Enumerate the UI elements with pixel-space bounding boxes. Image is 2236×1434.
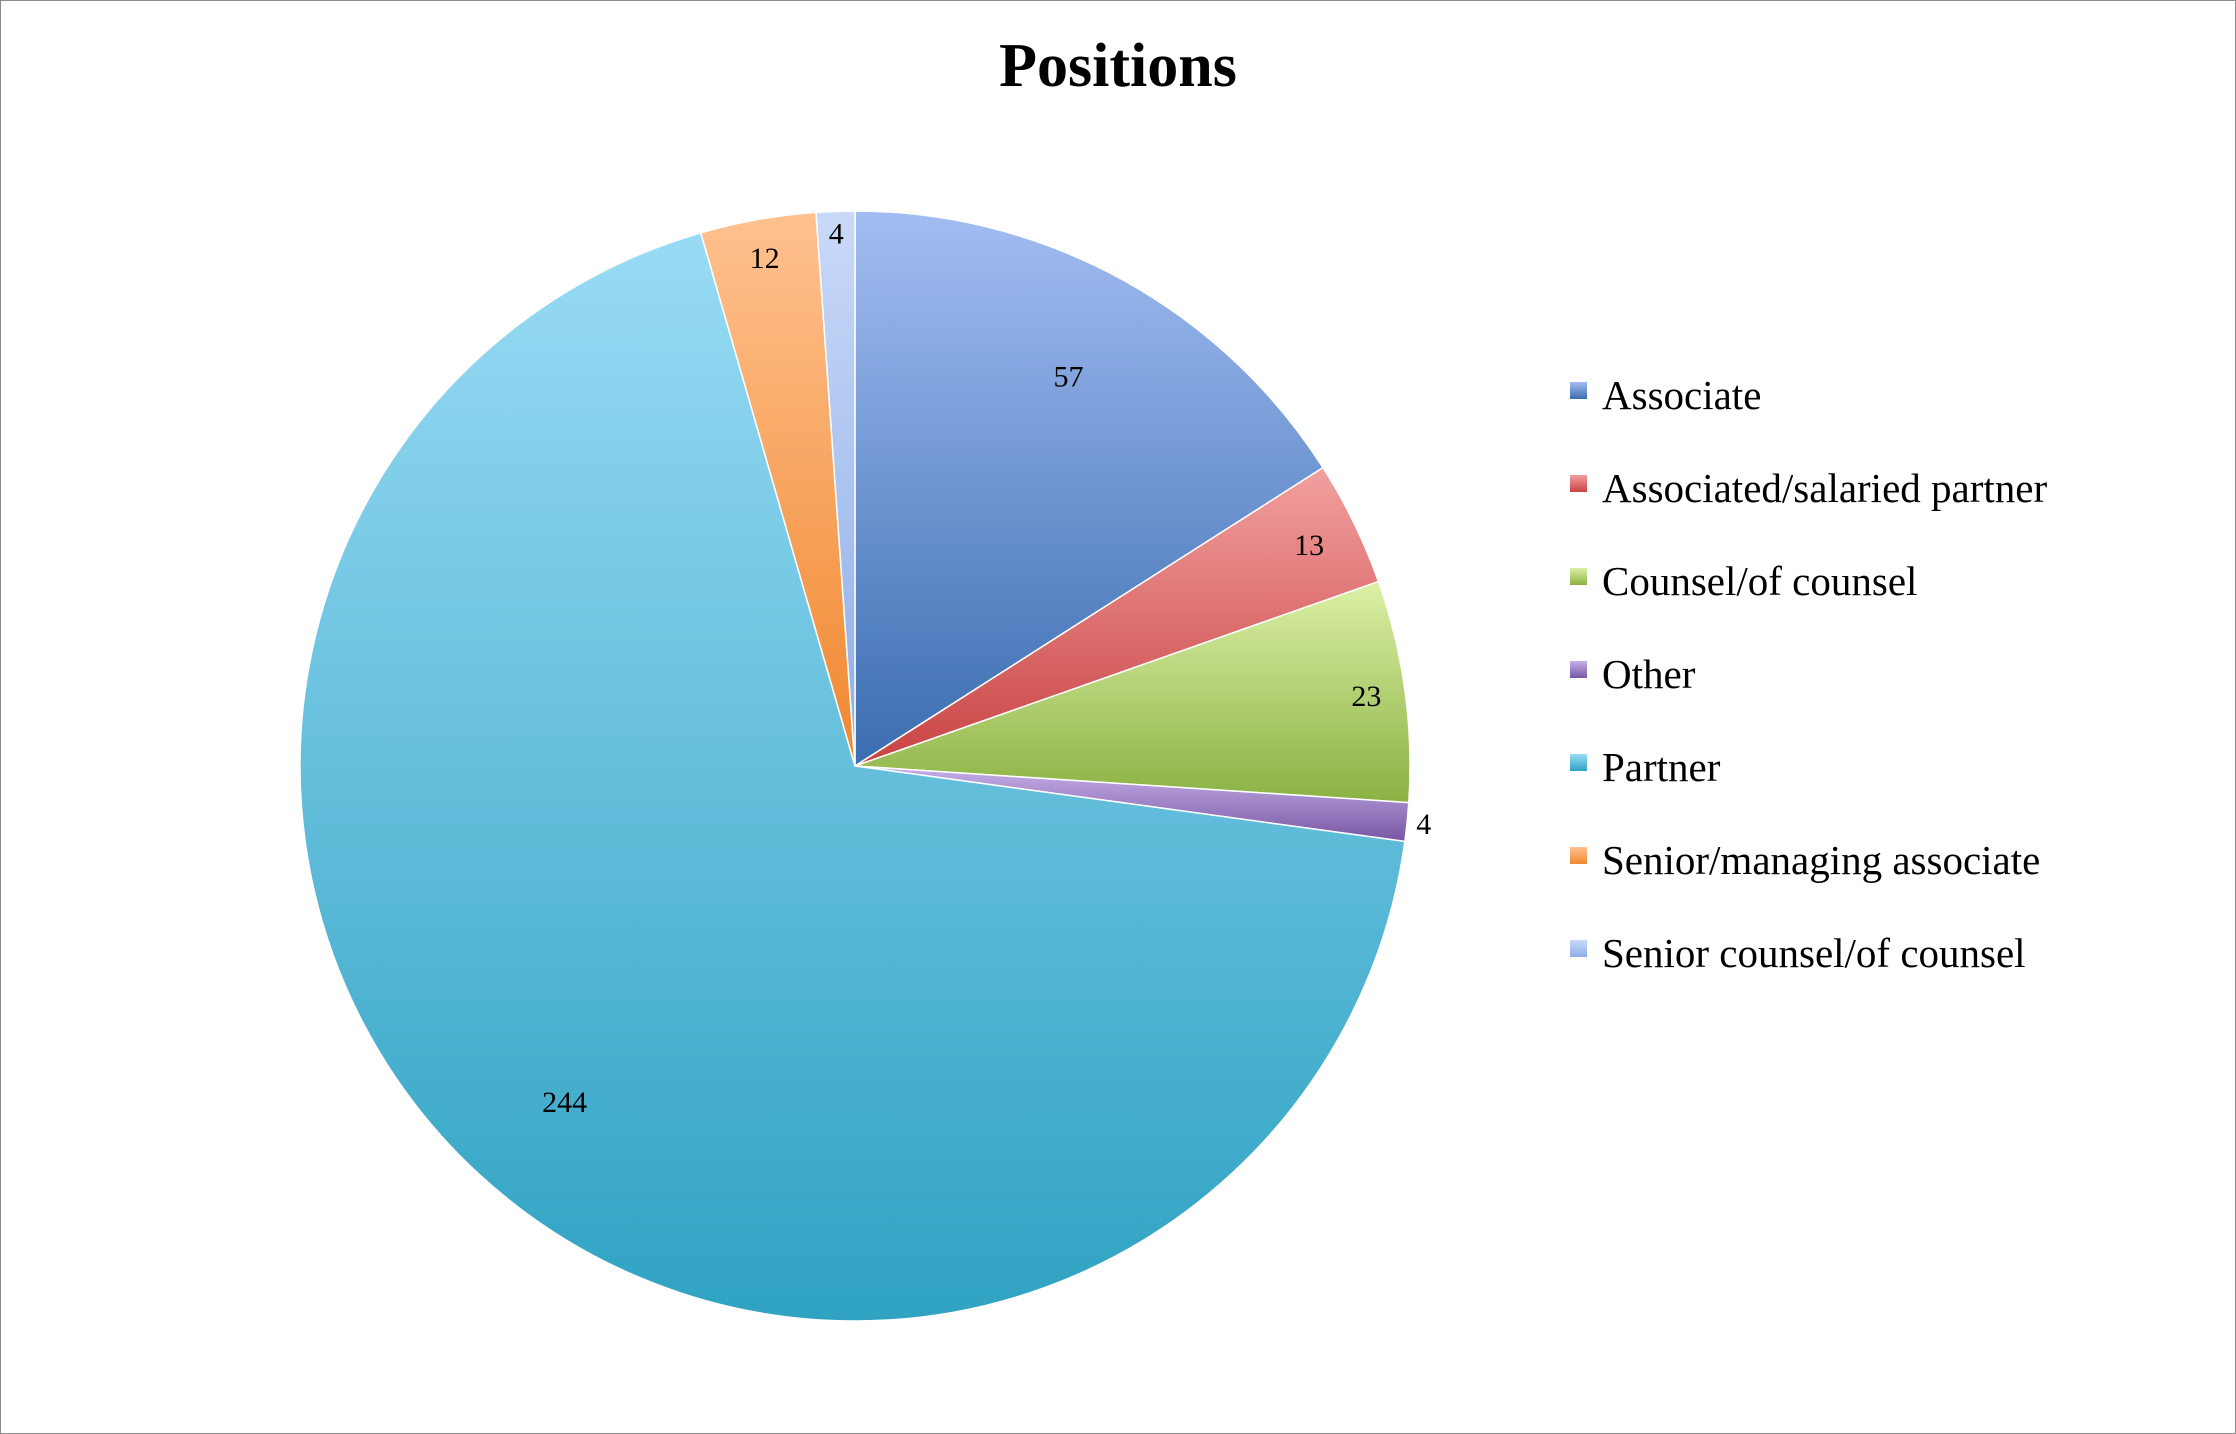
pie-slice-partner <box>299 231 1406 1322</box>
legend-label: Senior counsel/of counsel <box>1602 930 2026 976</box>
legend-item-senior-managing-associate: Senior/managing associate <box>1570 837 2040 883</box>
legend-item-associate: Associate <box>1570 372 1761 418</box>
legend-swatch <box>1570 847 1587 864</box>
legend-label: Associated/salaried partner <box>1602 465 2047 511</box>
data-labels: 57 13 23 4 244 12 4 <box>542 218 1431 1119</box>
legend: Associate Associated/salaried partner Coun… <box>1570 372 2047 976</box>
legend-label: Counsel/of counsel <box>1602 558 1917 604</box>
data-label-senior-managing-associate: 12 <box>750 242 780 275</box>
legend-label: Partner <box>1602 744 1721 790</box>
data-label-counsel-of-counsel: 23 <box>1351 680 1381 713</box>
legend-swatch <box>1570 661 1587 678</box>
data-label-senior-counsel-of-counsel: 4 <box>829 218 844 251</box>
legend-label: Associate <box>1602 372 1761 418</box>
data-label-partner: 244 <box>542 1086 587 1119</box>
legend-item-partner: Partner <box>1570 744 1721 790</box>
legend-item-senior-counsel-of-counsel: Senior counsel/of counsel <box>1570 930 2026 976</box>
pie-slice-associate <box>854 210 1325 768</box>
chart-title: Positions <box>999 32 1237 100</box>
data-label-associated-salaried-partner: 13 <box>1294 529 1324 562</box>
legend-swatch <box>1570 940 1587 957</box>
pie-slice-senior-counsel-of-counsel <box>815 210 856 767</box>
legend-item-other: Other <box>1570 651 1696 697</box>
legend-item-associated-salaried-partner: Associated/salaried partner <box>1570 465 2047 511</box>
legend-swatch <box>1570 382 1587 399</box>
legend-swatch <box>1570 568 1587 585</box>
data-label-associate: 57 <box>1054 361 1084 394</box>
pie-slices <box>299 210 1411 1322</box>
legend-swatch <box>1570 475 1587 492</box>
legend-label: Senior/managing associate <box>1602 837 2040 883</box>
data-label-other: 4 <box>1416 808 1431 841</box>
pie-slice-counsel-of-counsel <box>854 580 1411 804</box>
legend-swatch <box>1570 754 1587 771</box>
legend-label: Other <box>1602 651 1696 697</box>
legend-item-counsel-of-counsel: Counsel/of counsel <box>1570 558 1917 604</box>
